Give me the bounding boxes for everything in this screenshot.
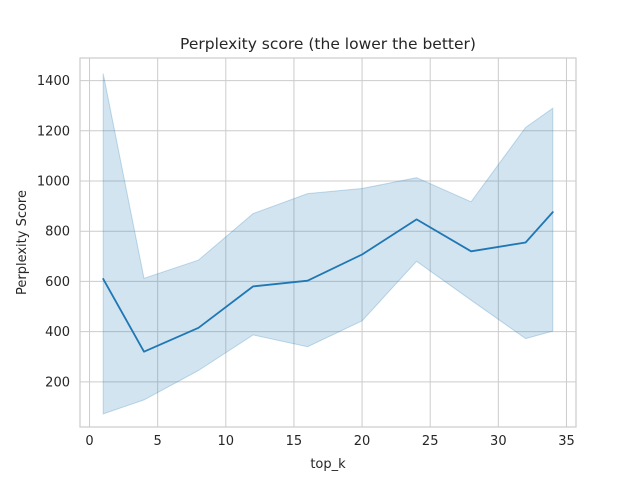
series-line <box>102 211 554 353</box>
x-axis-label: top_k <box>310 457 346 472</box>
y-tick-label: 1400 <box>37 74 70 89</box>
y-tick-labels: 200 400 600 800 1000 1200 1400 <box>37 74 70 390</box>
grid-lines <box>80 58 576 427</box>
x-tick-label: 35 <box>558 434 575 449</box>
x-tick-label: 10 <box>218 434 235 449</box>
confidence-band-layer <box>102 73 554 415</box>
confidence-band <box>102 73 554 415</box>
y-axis-label: Perplexity Score <box>15 190 30 295</box>
y-tick-label: 1000 <box>37 175 70 190</box>
x-tick-label: 5 <box>154 434 162 449</box>
y-tick-label: 1200 <box>37 124 70 139</box>
plot-frame <box>79 57 577 428</box>
x-tick-labels: 0 5 10 15 20 25 30 35 <box>85 434 574 449</box>
y-tick-label: 600 <box>45 275 70 290</box>
x-tick-label: 20 <box>354 434 371 449</box>
chart-title: Perplexity score (the lower the better) <box>180 35 476 53</box>
series-line-layer <box>102 211 554 353</box>
x-tick-label: 15 <box>286 434 303 449</box>
y-tick-label: 800 <box>45 225 70 240</box>
x-tick-label: 30 <box>490 434 507 449</box>
y-tick-label: 200 <box>45 375 70 390</box>
x-tick-label: 0 <box>85 434 93 449</box>
x-tick-label: 25 <box>422 434 439 449</box>
y-tick-label: 400 <box>45 325 70 340</box>
